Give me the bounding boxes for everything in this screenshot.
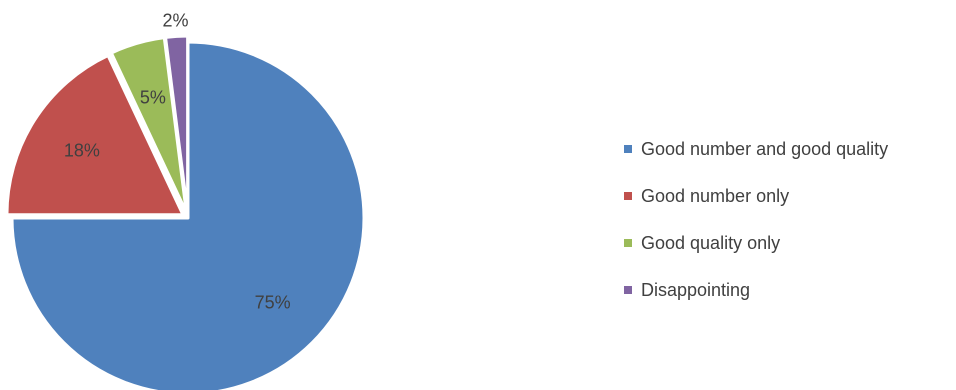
legend-item: Disappointing bbox=[624, 278, 888, 302]
legend-swatch bbox=[624, 192, 632, 200]
legend-item: Good number and good quality bbox=[624, 137, 888, 161]
data-label-good-number-only: 18% bbox=[64, 141, 100, 161]
data-label-disappointing: 2% bbox=[163, 10, 189, 30]
legend-label: Disappointing bbox=[641, 280, 751, 300]
data-label-good-quality-only: 5% bbox=[140, 87, 166, 107]
legend-swatch bbox=[624, 286, 632, 294]
legend-label: Good number and good quality bbox=[641, 139, 889, 159]
legend-label: Good number only bbox=[641, 186, 790, 206]
pie-slice-good-number-and-good-quality bbox=[10, 40, 366, 390]
legend-label: Good quality only bbox=[641, 233, 781, 253]
pie-data-labels: 75% 18% 5% 2% bbox=[64, 10, 291, 312]
chart-legend: Good number and good quality Good number … bbox=[624, 137, 888, 302]
pie-slices bbox=[5, 34, 366, 390]
legend-swatch bbox=[624, 145, 632, 153]
pie-chart: 75% 18% 5% 2% bbox=[5, 10, 366, 390]
pie-slice-disappointing bbox=[164, 34, 190, 214]
legend-item: Good number only bbox=[624, 184, 888, 208]
legend-item: Good quality only bbox=[624, 231, 888, 255]
data-label-good-number-and-good-quality: 75% bbox=[255, 293, 291, 313]
legend-swatch bbox=[624, 239, 632, 247]
pie-slice-good-number-only bbox=[5, 54, 185, 217]
